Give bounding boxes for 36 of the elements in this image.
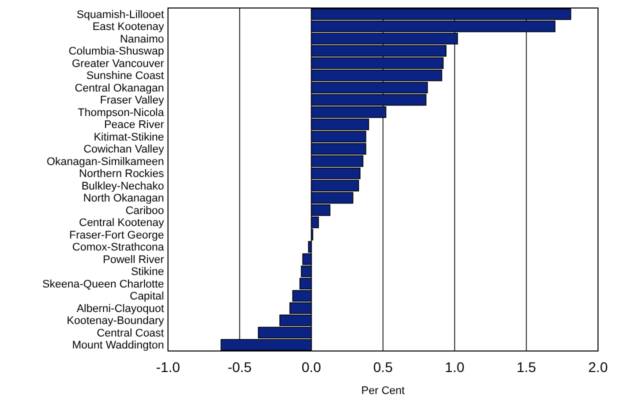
- y-tick-label: Squamish-Lillooet: [76, 8, 164, 21]
- y-tick-label: Skeena-Queen Charlotte: [42, 278, 164, 290]
- x-tick-label: 1.5: [516, 359, 536, 375]
- y-tick-label: Stikine: [130, 266, 164, 278]
- x-tick-label: 0.0: [302, 359, 322, 375]
- y-tick-label: Central Okanagan: [74, 82, 164, 94]
- y-tick-label: Kootenay-Boundary: [66, 315, 164, 328]
- x-tick-label: 0.5: [373, 359, 393, 375]
- y-tick-label: Bulkley-Nechako: [81, 180, 164, 192]
- y-tick-label: Cariboo: [125, 204, 164, 217]
- y-tick-label: North Okanagan: [83, 192, 164, 205]
- y-tick-label: Greater Vancouver: [72, 58, 164, 70]
- x-tick-label: 1.0: [444, 359, 465, 375]
- y-tick-label: Mount Waddington: [72, 340, 164, 352]
- x-axis-title: Per Cent: [361, 385, 405, 397]
- y-tick-label: Alberni-Clayoquot: [76, 302, 164, 315]
- y-tick-label: Central Coast: [96, 327, 164, 340]
- y-tick-label: Thompson-Nicola: [78, 106, 165, 119]
- x-tick-label: 2.0: [588, 359, 608, 375]
- y-tick-label: Peace River: [104, 119, 164, 132]
- x-tick-label: -1.0: [156, 359, 180, 375]
- y-tick-label: Fraser-Fort George: [69, 229, 164, 242]
- y-tick-label: Central Kootenay: [79, 217, 164, 230]
- y-tick-label: Capital: [130, 290, 164, 303]
- y-tick-label: Nanaimo: [120, 33, 164, 46]
- y-tick-label: Cowichan Valley: [83, 144, 164, 156]
- y-tick-label: Columbia-Shuswap: [68, 46, 164, 58]
- y-tick-label: Powell River: [102, 254, 164, 266]
- y-tick-label: Okanagan-Similkameen: [46, 156, 164, 168]
- y-tick-label: East Kootenay: [92, 21, 164, 34]
- x-tick-label: -0.5: [228, 359, 252, 375]
- y-tick-label: Northern Rockies: [79, 168, 164, 180]
- y-tick-label: Comox-Strathcona: [72, 242, 165, 254]
- y-tick-label: Sunshine Coast: [86, 70, 164, 82]
- y-tick-label: Kitimat-Stikine: [94, 131, 164, 144]
- y-tick-label: Fraser Valley: [100, 94, 164, 107]
